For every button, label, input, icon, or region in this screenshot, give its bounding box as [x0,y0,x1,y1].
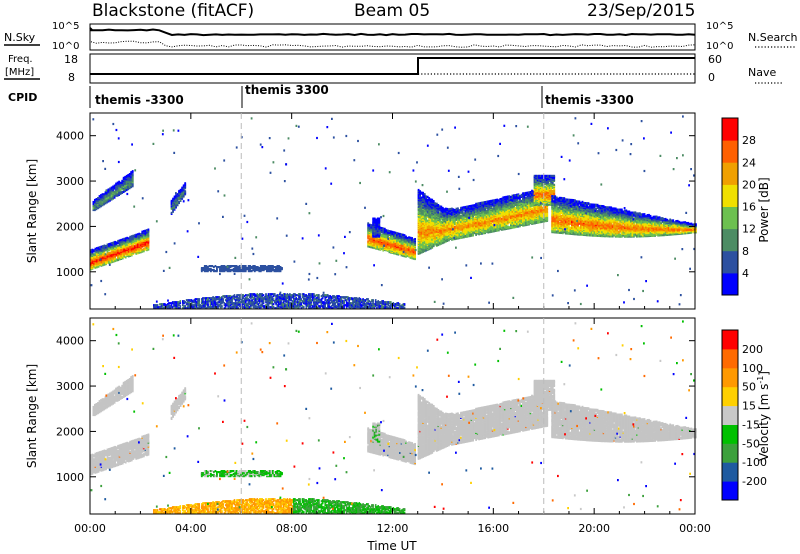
power-colorbar: 4 8 12 16 20 24 28 [721,117,756,296]
beam-title: Beam 05 [354,1,430,21]
x-tick-label: 12:00 [377,522,409,535]
colorbar-tick-label: -100 [742,456,767,469]
nave-tick-0: 0 [708,71,715,84]
y-tick-label: 2000 [56,425,84,438]
colorbar-tick-label: 50 [742,381,756,394]
y-tick-label: 4000 [56,335,84,348]
colorbar-segment [722,272,738,296]
velocity-panel: 1000 2000 3000 4000 Slant Range [km] [25,317,697,515]
x-tick-label: 04:00 [175,522,207,535]
colorbar-segment [722,140,738,163]
colorbar-tick-label: -50 [742,437,760,450]
cpid-label: CPID [8,91,37,104]
cpid-segment-1: themis -3300 [95,93,184,107]
nsearch-label: N.Search [748,31,798,44]
power-panel: 1000 2000 3000 4000 Slant Range [km] [25,112,697,310]
nsearch-tick-top: 10^5 [706,21,733,32]
colorbar-tick-label: 100 [742,362,763,375]
x-axis-label: Time UT [366,539,417,553]
velocity-ylabel: Slant Range [km] [25,364,39,468]
nsearch-tick-bottom: 10^0 [706,41,733,52]
colorbar-segment [722,162,738,185]
colorbar-segment [722,206,738,230]
x-tick-label: 00:00 [74,522,106,535]
colorbar-segment [722,462,738,482]
cpid-segment-2: themis 3300 [245,83,329,97]
colorbar-segment [722,330,738,350]
nave-tick-60: 60 [708,53,722,66]
colorbar-segment [722,443,738,463]
velocity-colorbar-label: Velocity [m s-1] [756,371,771,461]
y-tick-label: 1000 [56,471,84,484]
nsearch-line [89,40,696,48]
colorbar-tick-label: 20 [742,178,756,191]
colorbar-tick-label: 28 [742,134,756,147]
nave-label: Nave [748,66,776,79]
colorbar-tick-label: 12 [742,223,756,236]
power-ylabel: Slant Range [km] [25,159,39,263]
y-tick-label: 4000 [56,130,84,143]
noise-panel: N.Sky 10^5 10^0 N.Search 10^5 10^0 [4,21,798,52]
date-title: 23/Sep/2015 [587,1,695,21]
velocity-scatter-data [90,320,697,515]
y-tick-label: 1000 [56,266,84,279]
y-tick-label: 3000 [56,175,84,188]
y-tick-label: 3000 [56,380,84,393]
velocity-colorbar: 200 100 50 15 -15 -50 -100 -200 [721,329,767,501]
colorbar-tick-label: 24 [742,156,756,169]
freq-line [90,57,695,75]
colorbar-tick-label: 8 [742,245,749,258]
freq-label-2: [MHz] [5,67,34,78]
nsky-line [89,27,696,37]
freq-panel: Freq. [MHz] 18 8 Nave 60 0 [4,53,782,84]
colorbar-segment [722,228,738,252]
colorbar-tick-label: 15 [742,400,756,413]
colorbar-segment [722,386,738,407]
nsky-label: N.Sky [4,31,36,44]
x-tick-label: 20:00 [578,522,610,535]
colorbar-segment [722,481,738,501]
colorbar-tick-label: -15 [742,418,760,431]
nsky-tick-bottom: 10^0 [52,41,79,52]
colorbar-segment [722,118,738,141]
power-scatter-data [90,115,697,310]
colorbar-segment [722,367,738,388]
x-tick-label: 00:00 [679,522,711,535]
colorbar-segment [722,348,738,369]
colorbar-tick-label: -200 [742,475,767,488]
colorbar-segment [722,405,738,425]
colorbar-segment [722,424,738,444]
freq-tick-8: 8 [68,71,75,84]
power-colorbar-label: Power [dB] [757,177,771,242]
colorbar-segment [722,250,738,274]
y-tick-label: 2000 [56,220,84,233]
x-tick-label: 16:00 [477,522,509,535]
freq-label-1: Freq. [8,54,33,65]
nsky-tick-top: 10^5 [52,21,79,32]
freq-tick-18: 18 [64,53,78,66]
station-title: Blackstone (fitACF) [92,1,254,21]
cpid-panel: CPID themis -3300 themis 3300 themis -33… [8,83,634,108]
colorbar-segment [722,184,738,207]
cpid-segment-3: themis -3300 [545,93,634,107]
x-tick-label: 08:00 [276,522,308,535]
colorbar-tick-label: 16 [742,201,756,214]
colorbar-tick-label: 200 [742,343,763,356]
colorbar-tick-label: 4 [742,267,749,280]
